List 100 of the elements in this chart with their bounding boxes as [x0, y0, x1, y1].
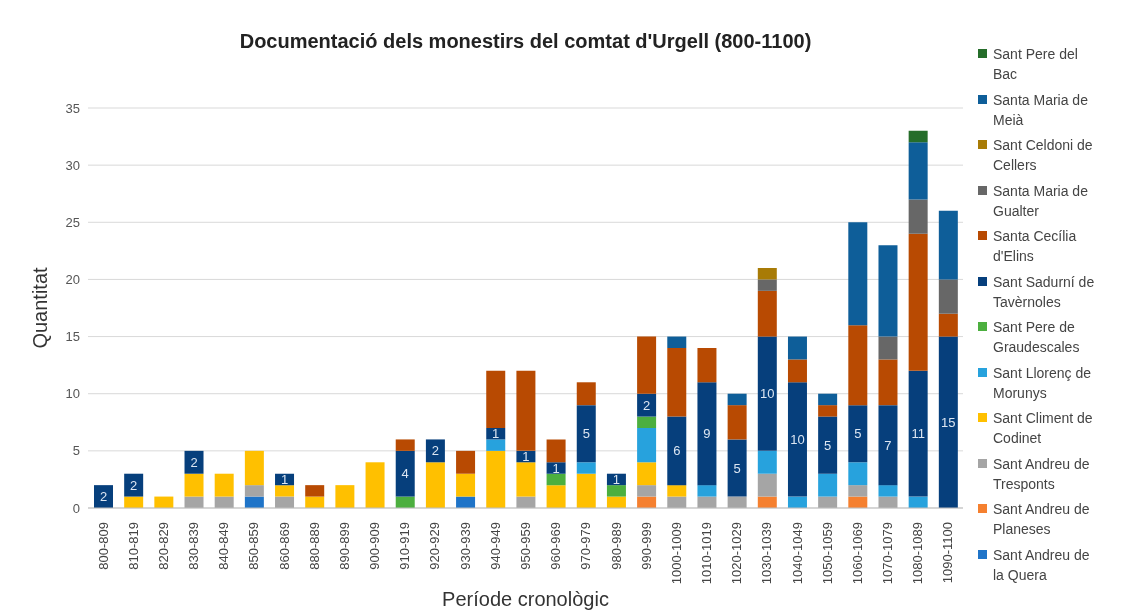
bar — [757, 290, 777, 337]
x-tick-label: 900-909 — [367, 522, 383, 570]
legend-label: Sant Llorenç de Morunys — [993, 363, 1093, 403]
bar — [124, 473, 144, 497]
data-label: 15 — [941, 414, 956, 430]
data-label: 6 — [673, 443, 681, 459]
bar — [878, 359, 898, 406]
bar — [395, 450, 415, 497]
data-label: 2 — [130, 477, 138, 493]
bar — [848, 222, 868, 326]
bar — [757, 450, 777, 474]
bar — [456, 450, 476, 474]
x-tick-label: 930-939 — [457, 522, 473, 570]
bar — [637, 485, 657, 497]
bar — [546, 473, 566, 486]
bar — [486, 439, 506, 451]
data-label: 5 — [733, 460, 741, 476]
x-tick-label: 820-829 — [155, 522, 171, 570]
bar — [848, 405, 868, 463]
y-tick-label: 35 — [65, 100, 80, 116]
data-label: 5 — [824, 437, 832, 453]
data-label: 1 — [280, 471, 289, 487]
bar — [305, 485, 325, 497]
bar — [697, 485, 717, 497]
data-label: 5 — [854, 426, 862, 442]
x-tick-label: 880-889 — [306, 522, 322, 570]
y-tick-label: 5 — [72, 443, 80, 459]
bar — [546, 439, 566, 463]
data-label: 1 — [552, 460, 560, 476]
bar — [938, 336, 958, 508]
bar — [878, 485, 898, 497]
bar — [667, 348, 687, 417]
bar — [516, 462, 536, 497]
data-label: 9 — [703, 426, 711, 442]
legend-label: Sant Climent de Codinet — [993, 409, 1094, 448]
bar — [667, 336, 687, 348]
x-tick-label: 860-869 — [276, 522, 292, 570]
bar — [818, 405, 838, 417]
x-tick-label: 1030-1039 — [759, 522, 775, 585]
bar — [908, 199, 928, 234]
bar — [184, 473, 204, 497]
bar — [727, 405, 747, 440]
data-label: 1 — [492, 426, 500, 442]
data-label: 7 — [884, 437, 892, 453]
bar — [757, 268, 777, 280]
x-tick-label: 840-849 — [216, 522, 232, 570]
bar — [757, 473, 777, 497]
bar — [787, 359, 807, 383]
y-tick-label: 20 — [65, 272, 80, 288]
data-label: 4 — [401, 466, 409, 482]
data-label: 1 — [612, 471, 621, 487]
x-tick-label: 1020-1029 — [729, 522, 745, 585]
bar — [425, 462, 445, 508]
bar — [818, 393, 838, 406]
data-label: 2 — [431, 443, 440, 459]
bar — [667, 485, 687, 497]
x-tick-label: 810-819 — [125, 522, 141, 570]
bar — [546, 462, 566, 474]
bar — [848, 462, 868, 486]
bar — [938, 313, 958, 337]
bar — [184, 450, 204, 474]
x-tick-label: 1060-1069 — [849, 522, 865, 585]
bar — [787, 382, 807, 497]
bar — [908, 370, 928, 497]
bar — [757, 279, 777, 291]
bar — [275, 485, 295, 497]
bar — [878, 245, 898, 337]
bar — [938, 279, 958, 314]
chart-title: Documentació dels monestirs del comtat d'Urgell (800-1100) — [238, 30, 813, 53]
bar — [335, 485, 355, 508]
x-tick-label: 920-929 — [427, 522, 443, 570]
bar — [818, 416, 838, 474]
x-tick-label: 1050-1059 — [819, 522, 835, 585]
bar — [848, 485, 868, 497]
bar — [878, 405, 898, 486]
x-tick-label: 960-969 — [548, 522, 564, 570]
bar — [395, 439, 415, 451]
x-tick-label: 950-959 — [518, 522, 533, 570]
bar — [637, 416, 657, 428]
y-axis-title: Quantitat — [28, 267, 52, 349]
bar — [908, 142, 928, 200]
x-tick-label: 800-809 — [95, 522, 111, 570]
x-tick-label: 1010-1019 — [699, 522, 715, 585]
x-tick-label: 940-949 — [487, 522, 503, 570]
bar — [697, 348, 717, 383]
x-tick-label: 970-979 — [578, 522, 594, 570]
y-tick-label: 25 — [65, 214, 80, 230]
bar — [667, 416, 687, 486]
bar — [576, 473, 596, 508]
bar — [908, 233, 928, 371]
bar — [878, 336, 898, 360]
bar — [637, 393, 657, 417]
data-label: 11 — [911, 426, 925, 442]
legend-label: Sant Andreu de la Quera — [993, 545, 1091, 585]
data-label: 2 — [642, 397, 651, 413]
data-label: 2 — [190, 454, 198, 470]
legend-label: Santa Maria de Meià — [993, 90, 1089, 130]
y-tick-label: 30 — [65, 157, 80, 173]
bar — [425, 439, 445, 463]
bar — [637, 462, 657, 486]
